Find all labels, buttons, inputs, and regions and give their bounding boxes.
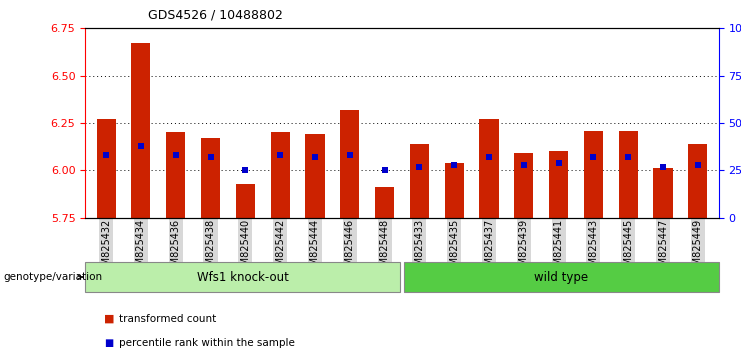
Bar bbox=[584, 131, 603, 218]
Text: genotype/variation: genotype/variation bbox=[4, 272, 103, 282]
Text: wild type: wild type bbox=[534, 270, 588, 284]
Bar bbox=[131, 44, 150, 218]
Bar bbox=[404, 262, 719, 292]
Bar bbox=[375, 187, 394, 218]
Bar bbox=[445, 163, 464, 218]
Bar bbox=[96, 119, 116, 218]
Bar bbox=[340, 110, 359, 218]
Text: transformed count: transformed count bbox=[119, 314, 216, 324]
Text: GDS4526 / 10488802: GDS4526 / 10488802 bbox=[148, 9, 283, 22]
Bar bbox=[514, 153, 534, 218]
Bar bbox=[688, 144, 708, 218]
Bar bbox=[305, 135, 325, 218]
Bar bbox=[166, 132, 185, 218]
Bar bbox=[85, 262, 400, 292]
Bar bbox=[479, 119, 499, 218]
Bar bbox=[236, 184, 255, 218]
Bar bbox=[619, 131, 638, 218]
Text: ■: ■ bbox=[104, 338, 113, 348]
Bar bbox=[201, 138, 220, 218]
Bar bbox=[410, 144, 429, 218]
Text: percentile rank within the sample: percentile rank within the sample bbox=[119, 338, 294, 348]
Text: ■: ■ bbox=[104, 314, 114, 324]
Bar bbox=[270, 132, 290, 218]
Bar bbox=[549, 152, 568, 218]
Text: Wfs1 knock-out: Wfs1 knock-out bbox=[197, 270, 289, 284]
Bar bbox=[654, 169, 673, 218]
